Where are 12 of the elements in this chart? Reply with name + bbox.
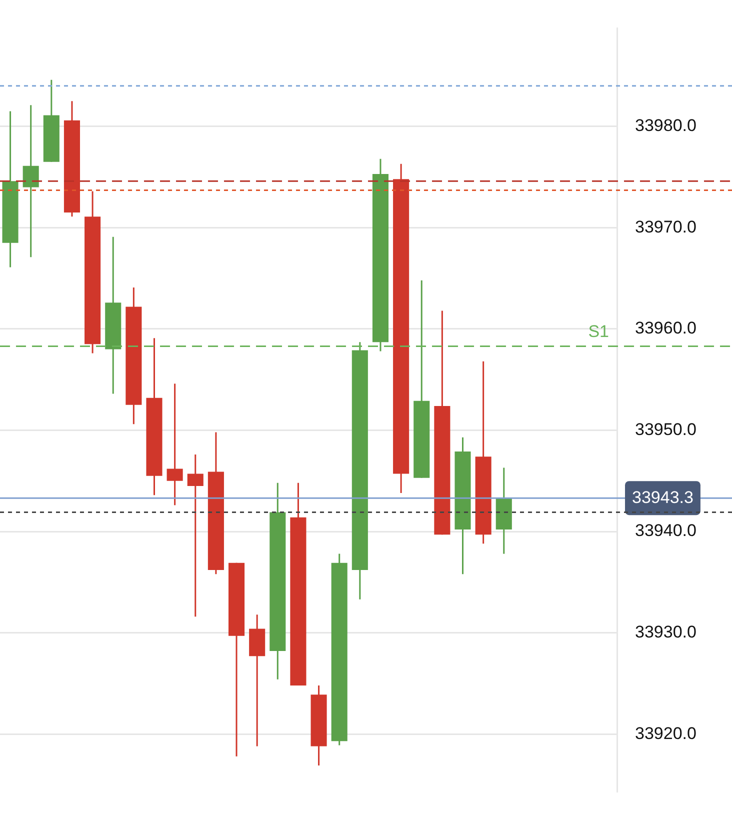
ref-line-label: 33943.3 [632, 488, 694, 507]
candlestick [22, 104, 39, 258]
y-tick-label: 33970.0 [635, 217, 696, 236]
y-tick-label: 33930.0 [635, 622, 696, 642]
y-tick-label: 33950.0 [635, 420, 696, 439]
y-tick-label: 33960.0 [635, 318, 696, 338]
candlestick [187, 454, 204, 618]
ref-line-label: S1 [588, 322, 609, 341]
candlestick [166, 382, 183, 506]
y-tick-label: 33940.0 [635, 521, 696, 540]
y-tick-label: 33980.0 [635, 116, 696, 136]
y-tick-label: 33920.0 [635, 724, 696, 743]
